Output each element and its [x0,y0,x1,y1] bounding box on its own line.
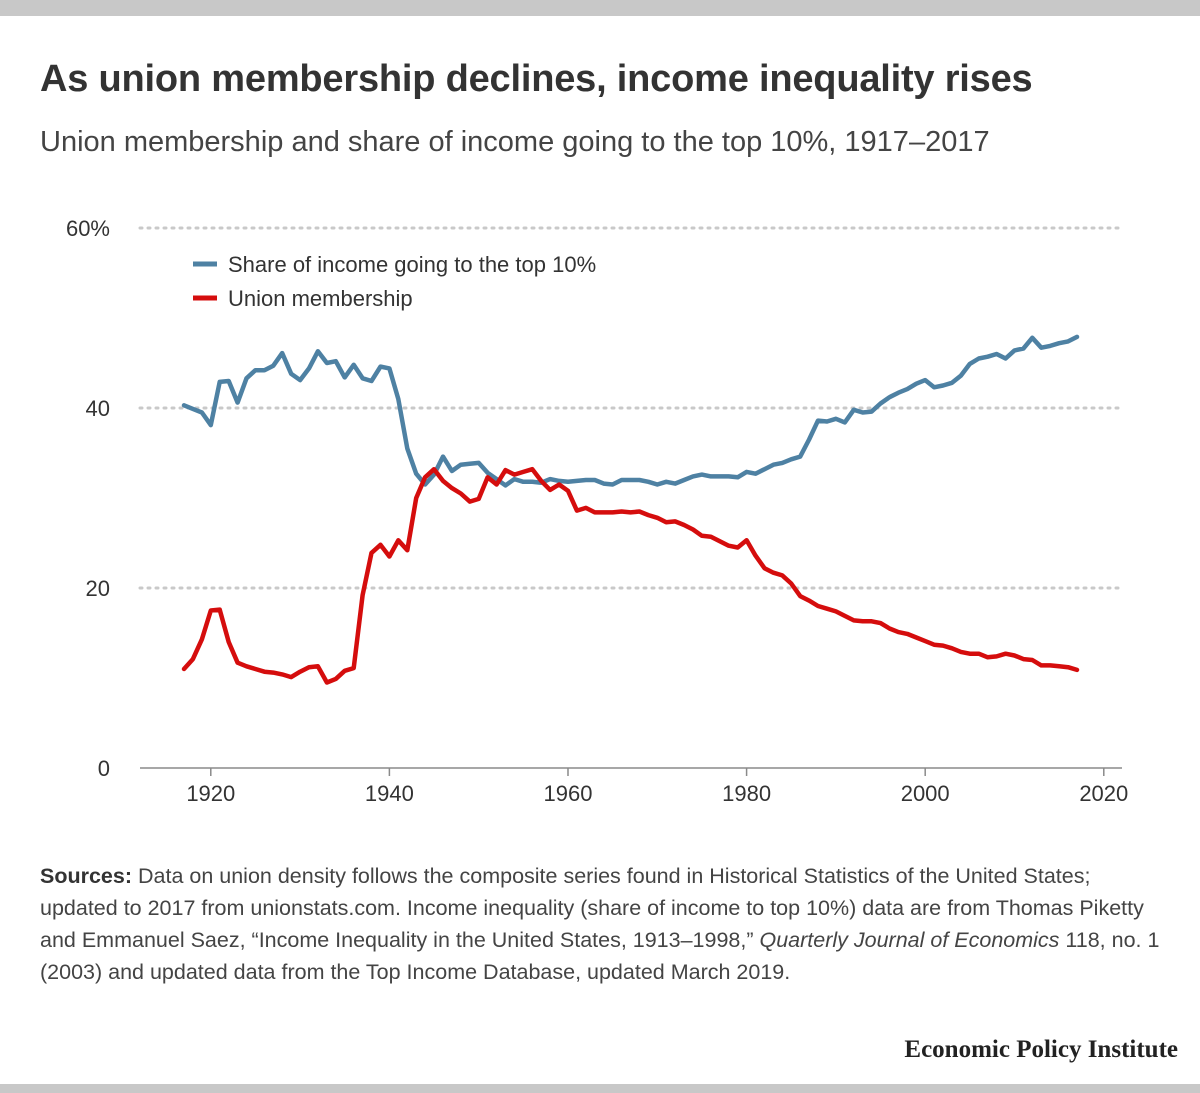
x-tick-label: 1920 [186,781,235,806]
y-tick-label: 0 [98,756,110,781]
chart-title: As union membership declines, income ine… [40,58,1033,100]
legend-label: Union membership [228,286,413,311]
brand-logo-text: Economic Policy Institute [904,1036,1178,1063]
gridlines [138,226,1124,590]
series-line-union-membership [181,466,1080,685]
x-tick-label: 1960 [544,781,593,806]
legend-label: Share of income going to the top 10% [228,252,596,277]
x-tick-label: 2000 [901,781,950,806]
series-lines [181,334,1080,685]
sources-label: Sources: [40,864,133,888]
sources-note: Sources: Data on union density follows t… [40,860,1170,988]
bottom-border-bar [0,1084,1200,1093]
sources-journal: Quarterly Journal of Economics [759,928,1060,952]
series-line-top10-income-share [181,334,1080,488]
sources-text-1: Data on union density follows the compos… [40,864,1144,952]
legend: Share of income going to the top 10% Unio… [193,252,596,311]
x-axis-labels: 1920 1940 1960 1980 2000 2020 [186,768,1128,806]
x-tick-label: 1940 [365,781,414,806]
y-tick-label: 20 [86,576,110,601]
y-axis-labels: 0 20 40 60% [66,216,110,781]
sources-text-2: 118, no. 1 (2003) and updated data from … [40,928,1160,984]
x-tick-label: 2020 [1079,781,1128,806]
y-tick-label: 60% [66,216,110,241]
top-border-bar [0,0,1200,16]
chart-subtitle: Union membership and share of income goi… [40,126,990,158]
line-chart: 0 20 40 60% 1920 1940 1960 1980 2000 2020 Share … [66,216,1128,806]
x-tick-label: 1980 [722,781,771,806]
y-tick-label: 40 [86,396,110,421]
